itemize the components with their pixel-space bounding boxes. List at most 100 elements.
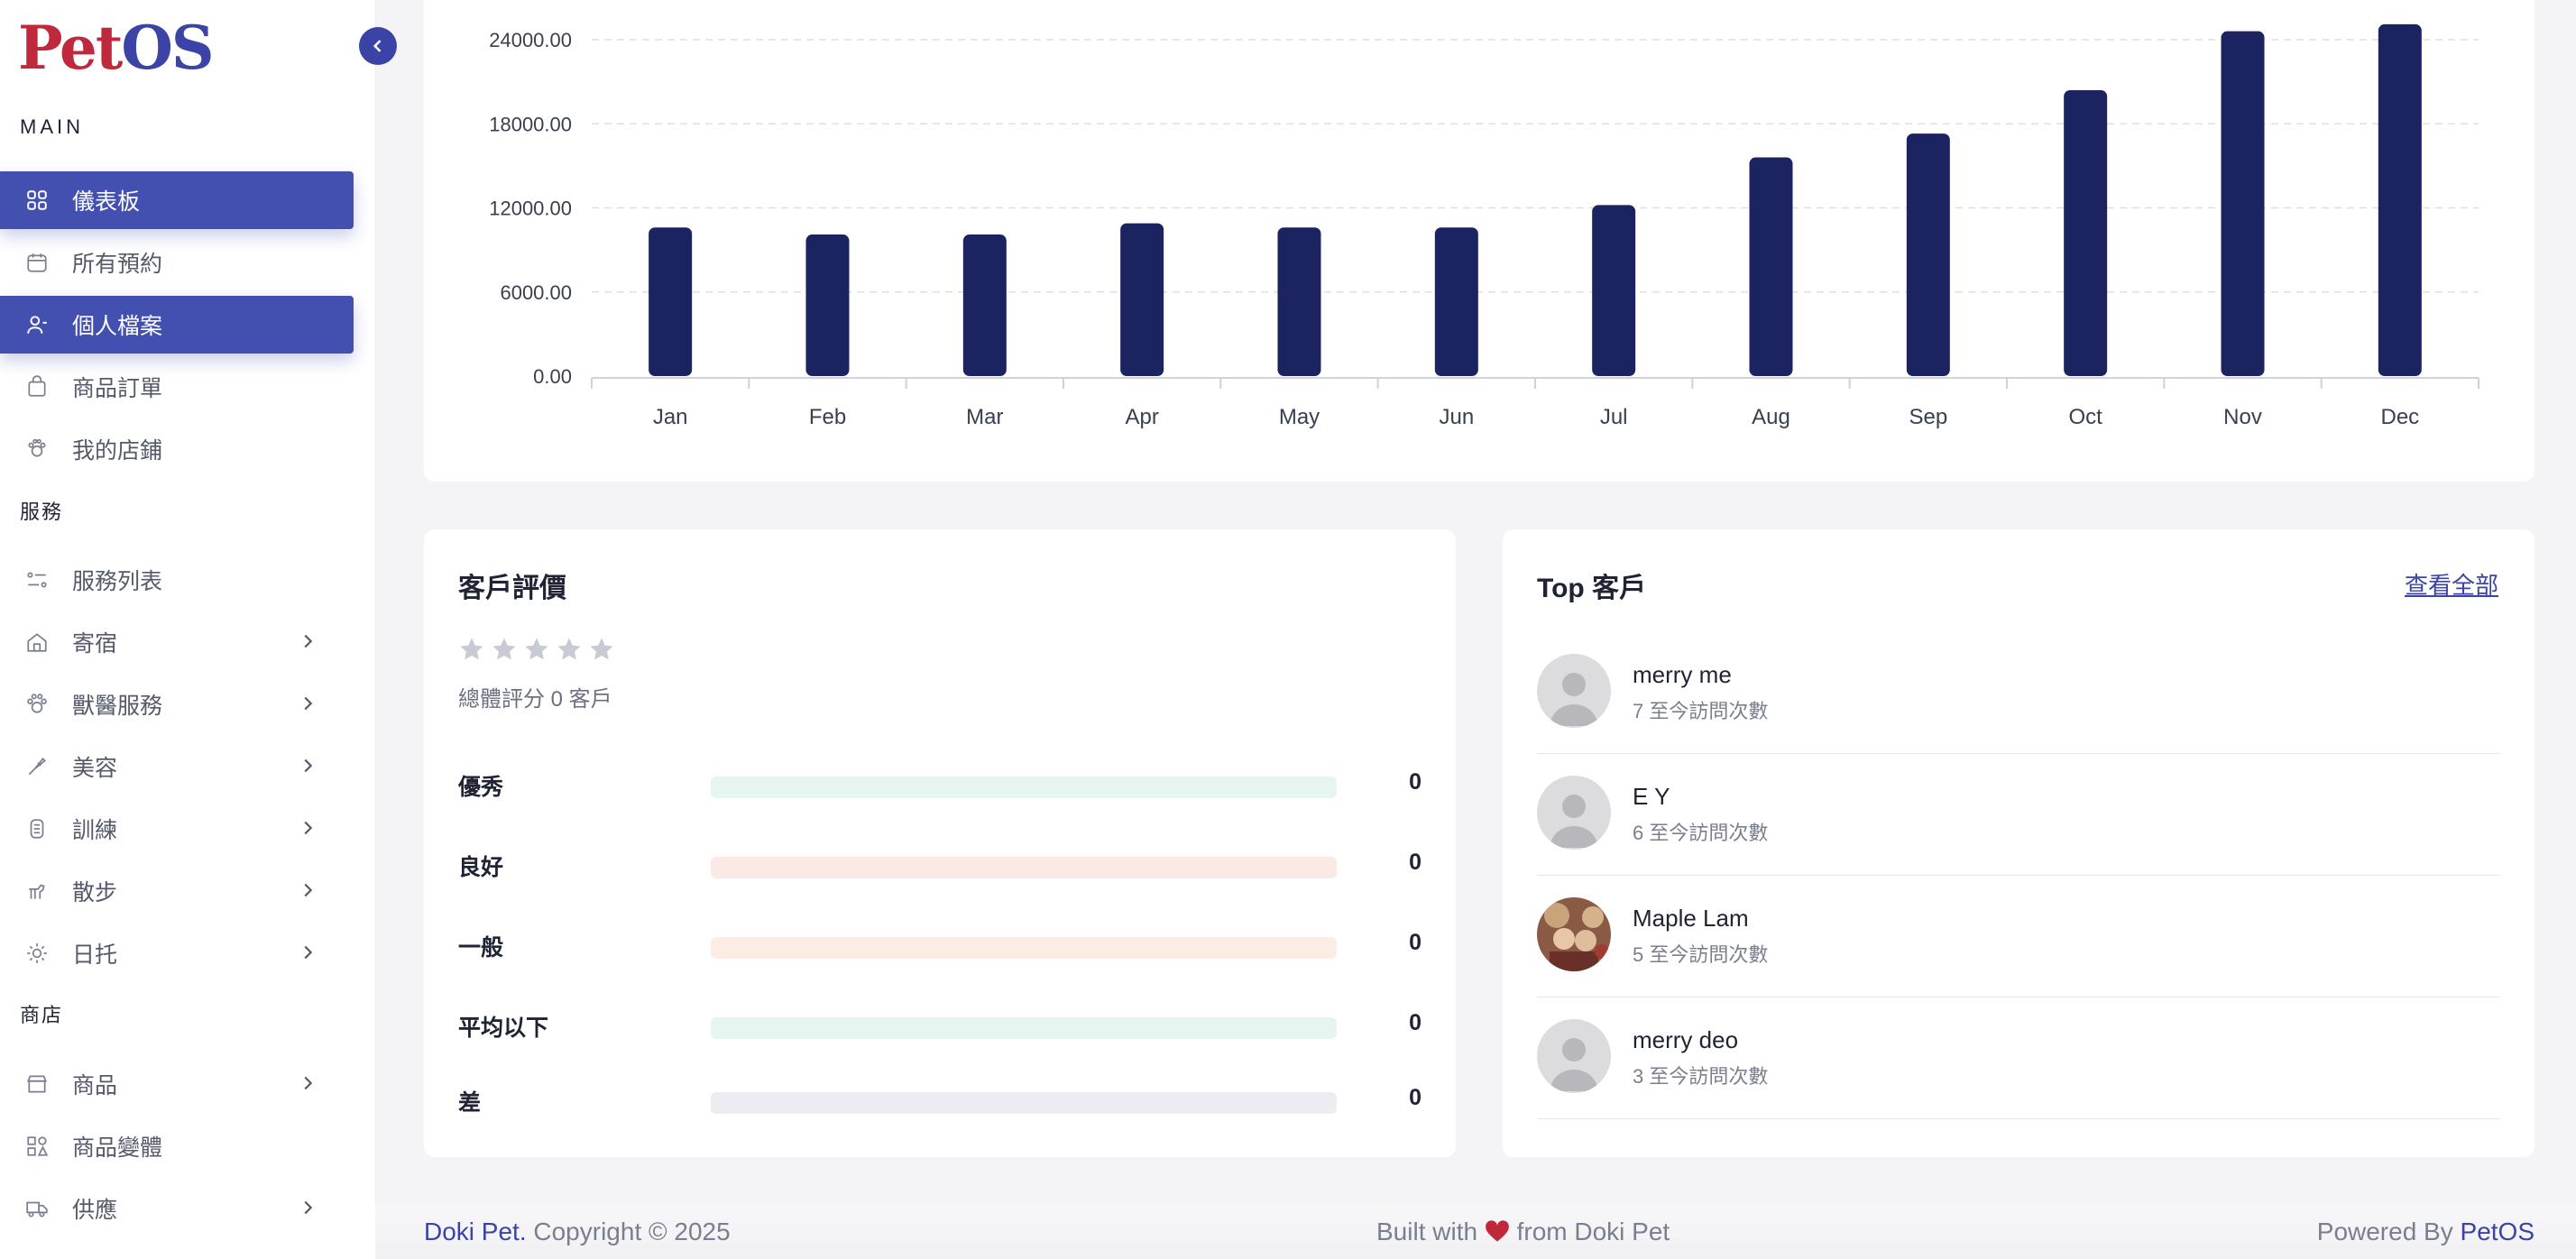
rating-bar	[711, 857, 1337, 878]
sidebar: PetOS MAIN 儀表板 所有預約 個人檔案 商品訂單 我的店鋪 服務	[0, 0, 376, 1259]
top-customers-title: Top 客戶	[1537, 574, 1647, 603]
sidebar-collapse-button[interactable]	[359, 27, 397, 65]
chevron-right-icon	[298, 1198, 317, 1224]
section-label-main: MAIN	[20, 115, 84, 138]
sidebar-item-training[interactable]: 訓練	[0, 800, 354, 858]
rating-label: 一般	[458, 935, 504, 960]
rating-label: 差	[458, 1090, 482, 1116]
rating-bar	[711, 777, 1337, 798]
bar-apr	[1120, 223, 1164, 376]
rating-count: 0	[1409, 930, 1421, 955]
rating-count: 0	[1409, 850, 1421, 875]
x-tick-label: Sep	[1909, 405, 1947, 429]
x-tick-label: Dec	[2380, 405, 2419, 429]
bar-oct	[2064, 89, 2108, 376]
rating-count: 0	[1409, 769, 1421, 795]
sidebar-item-label: 寄宿	[72, 631, 118, 657]
bar-nov	[2221, 31, 2265, 377]
customer-visits: 3 至今訪問次數	[1633, 1065, 1769, 1088]
sidebar-item-supply[interactable]: 供應	[0, 1180, 354, 1237]
star-icon	[590, 638, 613, 660]
grooming-icon	[23, 753, 51, 780]
walking-dog-icon	[23, 878, 51, 905]
footer-copyright-text: Copyright © 2025	[526, 1218, 731, 1245]
customer-name: merry me	[1633, 661, 1732, 688]
rating-label: 優秀	[458, 775, 504, 800]
rating-count: 0	[1409, 1085, 1421, 1110]
x-tick-label: Jan	[653, 405, 688, 429]
x-tick-label: Jul	[1600, 405, 1628, 429]
x-tick-label: Feb	[809, 405, 846, 429]
sidebar-item-label: 日托	[72, 942, 118, 968]
sidebar-item-dashboard[interactable]: 儀表板	[0, 171, 354, 229]
sidebar-item-daycare[interactable]: 日托	[0, 924, 354, 982]
sidebar-item-label: 商品	[72, 1073, 118, 1098]
chevron-right-icon	[298, 631, 317, 657]
paw-icon	[23, 436, 51, 463]
bar-jun	[1434, 227, 1478, 376]
x-tick-label: Oct	[2068, 405, 2102, 429]
rating-bar	[711, 1017, 1337, 1039]
x-tick-label: Nov	[2223, 405, 2262, 429]
x-tick-label: Jun	[1439, 405, 1474, 429]
sidebar-item-profile[interactable]: 個人檔案	[0, 296, 354, 354]
customer-name: E Y	[1633, 783, 1670, 810]
footer-brand-link[interactable]: Doki Pet.	[424, 1218, 527, 1245]
top-customers-card: Top 客戶 查看全部 merry me 7 至今訪問次數 E Y 6 至今訪問…	[1503, 529, 2535, 1157]
customer-visits: 6 至今訪問次數	[1633, 822, 1769, 844]
customer-row[interactable]: merry deo 3 至今訪問次數	[1537, 997, 2500, 1119]
rating-summary: 總體評分 0 客戶	[458, 687, 612, 712]
sidebar-item-label: 散步	[72, 880, 118, 905]
chevron-right-icon	[298, 942, 317, 969]
sidebar-item-vet[interactable]: 獸醫服務	[0, 675, 354, 733]
rating-row-good: 良好 0	[458, 846, 1421, 882]
sidebar-item-service-list[interactable]: 服務列表	[0, 551, 354, 609]
sidebar-item-label: 獸醫服務	[72, 694, 163, 719]
sidebar-item-label: 個人檔案	[72, 314, 163, 339]
store-icon	[23, 1071, 51, 1098]
customer-row[interactable]: merry me 7 至今訪問次數	[1537, 632, 2500, 754]
sidebar-item-all-bookings[interactable]: 所有預約	[0, 234, 354, 291]
y-tick-label: 12000.00	[489, 198, 572, 220]
x-tick-label: May	[1279, 405, 1320, 429]
rating-label: 平均以下	[458, 1015, 549, 1041]
sidebar-item-my-store[interactable]: 我的店鋪	[0, 420, 354, 478]
x-tick-label: Mar	[966, 405, 1003, 429]
service-list-icon	[23, 566, 51, 593]
sidebar-item-product-variants[interactable]: 商品變體	[0, 1117, 354, 1175]
dashboard-grid-icon	[23, 187, 51, 214]
rating-stars	[458, 636, 615, 663]
footer-petos-link[interactable]: PetOS	[2460, 1218, 2535, 1245]
sidebar-item-label: 商品變體	[72, 1135, 163, 1161]
sidebar-item-label: 供應	[72, 1198, 118, 1223]
star-icon	[525, 638, 548, 660]
monthly-bar-chart: 0.00 6000.00 12000.00 18000.00 24000.00 Jan Fe…	[489, 23, 2479, 429]
sidebar-item-label: 訓練	[72, 818, 118, 843]
petos-logo[interactable]: PetOS	[18, 13, 215, 83]
customer-visits: 7 至今訪問次數	[1633, 700, 1769, 722]
sidebar-item-label: 所有預約	[72, 252, 163, 277]
bar-may	[1277, 227, 1321, 376]
sidebar-item-grooming[interactable]: 美容	[0, 738, 354, 795]
training-icon	[23, 815, 51, 842]
bar-dec	[2378, 23, 2422, 376]
bar-mar	[962, 234, 1007, 376]
customer-visits: 5 至今訪問次數	[1633, 943, 1769, 966]
sidebar-item-products[interactable]: 商品	[0, 1055, 354, 1113]
sidebar-item-label: 儀表板	[72, 189, 141, 215]
sidebar-item-boarding[interactable]: 寄宿	[0, 613, 354, 671]
customer-row[interactable]: E Y 6 至今訪問次數	[1537, 754, 2500, 876]
chevron-right-icon	[298, 756, 317, 782]
view-all-link[interactable]: 查看全部	[2404, 572, 2498, 599]
sidebar-item-walking[interactable]: 散步	[0, 862, 354, 920]
star-icon	[492, 638, 516, 660]
avatar	[1537, 776, 1611, 850]
customer-row[interactable]: Maple Lam 5 至今訪問次數	[1537, 876, 2500, 997]
x-tick-label: Apr	[1125, 405, 1158, 429]
sidebar-item-product-orders[interactable]: 商品訂單	[0, 358, 354, 416]
sidebar-item-label: 服務列表	[72, 569, 163, 594]
avatar-photo	[1537, 897, 1611, 971]
calendar-icon	[23, 249, 51, 276]
rating-count: 0	[1409, 1010, 1421, 1035]
customer-name: merry deo	[1633, 1026, 1739, 1053]
